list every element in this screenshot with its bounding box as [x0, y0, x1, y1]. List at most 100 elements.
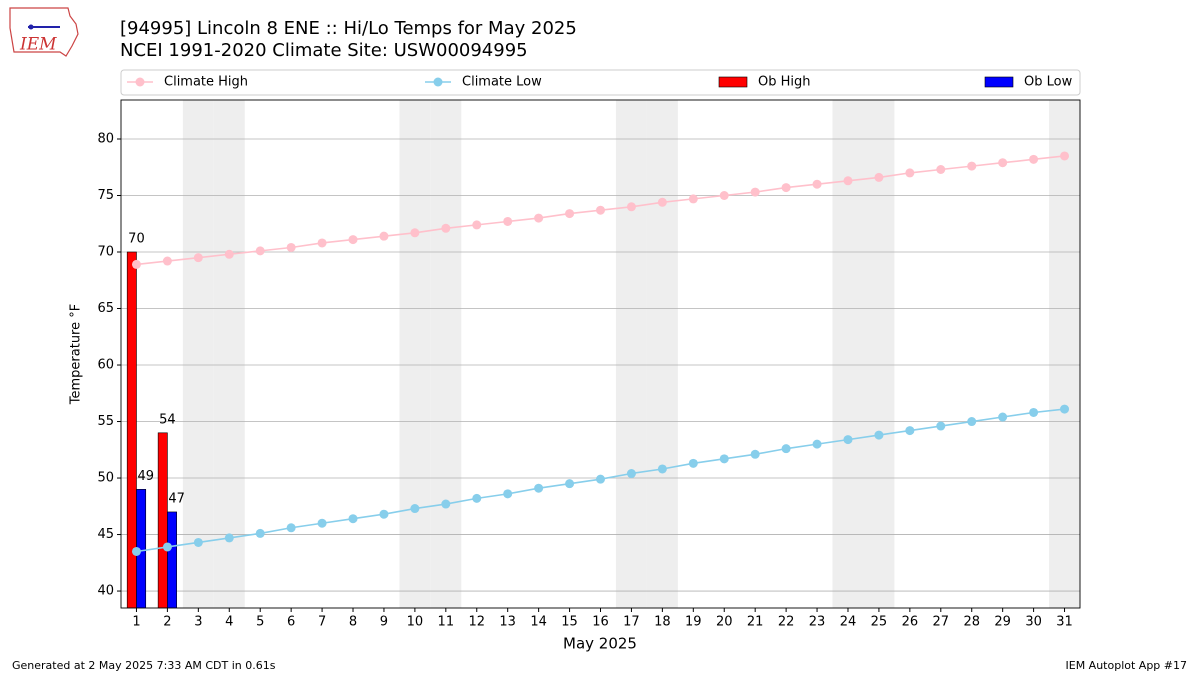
series-point [472, 220, 482, 230]
weekend-shade [832, 100, 864, 608]
series-point [503, 489, 513, 499]
series-point [224, 533, 234, 543]
x-tick-label: 14 [530, 615, 547, 630]
x-tick-label: 31 [1056, 615, 1073, 630]
series-point [998, 158, 1008, 168]
data-label: 47 [168, 491, 185, 506]
logo-outline [9, 7, 79, 57]
series-point [936, 165, 946, 175]
x-tick-label: 21 [747, 615, 764, 630]
legend-swatch [718, 76, 748, 88]
series-point [626, 469, 636, 479]
bar [167, 511, 177, 608]
series-point [843, 176, 853, 186]
series-point [626, 202, 636, 212]
series-point [410, 504, 420, 514]
series-point [967, 161, 977, 171]
x-tick-label: 20 [716, 615, 733, 630]
weekend-shade [213, 100, 245, 608]
series-point [596, 205, 605, 215]
x-tick-label: 8 [349, 615, 357, 630]
series-point [131, 259, 141, 269]
y-tick-label: 55 [97, 414, 114, 429]
series-point [441, 223, 451, 233]
series-point [874, 430, 884, 440]
series-point [255, 528, 265, 538]
series-point [719, 454, 729, 464]
series-point [286, 523, 296, 533]
series-point [131, 546, 141, 556]
series-point [410, 228, 420, 238]
series-point [1029, 154, 1039, 164]
series-point [905, 168, 915, 178]
x-tick-label: 3 [194, 615, 202, 630]
series-point [224, 249, 234, 259]
weekend-shade [863, 100, 895, 608]
plot-frame [120, 99, 1081, 609]
series-point [162, 256, 172, 266]
weekend-shade [182, 100, 214, 608]
y-tick-label: 70 [97, 245, 114, 260]
x-tick-label: 28 [963, 615, 980, 630]
series-point [596, 474, 605, 484]
series-point [286, 242, 296, 252]
x-tick-label: 9 [380, 615, 388, 630]
series-point [967, 417, 977, 427]
x-tick-label: 1 [132, 615, 140, 630]
x-tick-label: 16 [592, 615, 609, 630]
series-point [812, 179, 822, 189]
y-axis-label: Temperature °F [69, 304, 84, 405]
x-axis-label: May 2025 [563, 635, 637, 653]
logo-text: IEM [19, 35, 57, 55]
series-point [781, 183, 791, 193]
bar [126, 251, 137, 608]
y-tick-label: 50 [97, 471, 114, 486]
x-tick-label: 26 [902, 615, 919, 630]
series-point [843, 435, 853, 445]
x-tick-label: 4 [225, 615, 233, 630]
x-tick-label: 7 [318, 615, 326, 630]
weekend-shade [646, 100, 678, 608]
logo-dot [28, 24, 34, 30]
series-point [565, 209, 575, 219]
series-point [255, 246, 265, 256]
series-point [317, 238, 327, 248]
data-label: 49 [137, 469, 154, 484]
legend-box [120, 69, 1081, 96]
x-tick-label: 27 [933, 615, 950, 630]
x-tick-label: 29 [994, 615, 1011, 630]
y-tick-label: 75 [97, 188, 114, 203]
x-tick-label: 2 [163, 615, 171, 630]
series-point [193, 253, 203, 263]
series-point [874, 172, 884, 182]
series-point [348, 514, 358, 524]
series-point [379, 231, 389, 241]
series-point [1060, 404, 1070, 414]
logo: IEM [9, 7, 79, 57]
series-point [472, 493, 482, 503]
y-tick-label: 80 [97, 131, 114, 146]
x-tick-label: 11 [438, 615, 455, 630]
x-tick-label: 25 [871, 615, 888, 630]
weekend-shade [1049, 100, 1080, 608]
series-point [441, 499, 451, 509]
bar [157, 432, 168, 608]
series-point [534, 213, 544, 223]
series-point [750, 187, 760, 197]
x-tick-label: 17 [623, 615, 640, 630]
x-tick-label: 10 [407, 615, 424, 630]
legend-swatch [984, 76, 1014, 88]
series-point [162, 542, 172, 552]
series-point [688, 194, 698, 204]
plot-area: 70 54 49 47 [121, 100, 1080, 608]
legend-label: Climate High [164, 75, 248, 90]
series-point [657, 197, 667, 207]
x-tick-label: 30 [1025, 615, 1042, 630]
data-label: 70 [128, 232, 145, 247]
legend-label: Ob High [758, 75, 811, 90]
x-tick-label: 5 [256, 615, 264, 630]
legend-label: Ob Low [1024, 75, 1073, 90]
chart-subtitle: NCEI 1991-2020 Climate Site: USW00094995 [120, 40, 528, 61]
series-point [348, 235, 358, 245]
y-tick-label: 65 [97, 301, 114, 316]
